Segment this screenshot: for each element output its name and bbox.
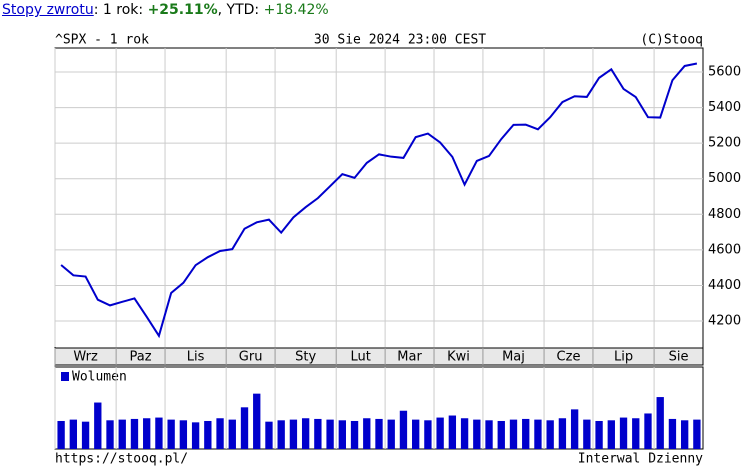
x-tick-label: Maj: [502, 350, 525, 365]
chart-date: 30 Sie 2024 23:00 CEST: [314, 33, 486, 48]
volume-bar: [253, 393, 261, 449]
volume-bar: [399, 410, 408, 449]
x-tick-label: Kwi: [447, 350, 470, 365]
volume-bar: [118, 419, 126, 449]
y-tick-label: 4200: [708, 314, 741, 329]
volume-bar: [204, 420, 212, 449]
y-tick-label: 4600: [708, 242, 741, 257]
volume-bar: [583, 419, 591, 449]
volume-bar: [179, 420, 188, 449]
x-tick-label: Lut: [350, 350, 370, 365]
volume-bar: [473, 419, 481, 449]
volume-bar: [497, 420, 505, 449]
volume-bar: [595, 420, 603, 449]
label-1y: 1 rok:: [102, 2, 144, 18]
volume-bar: [301, 418, 310, 449]
volume-bar: [94, 402, 102, 449]
return-ytd: +18.42%: [263, 2, 329, 18]
volume-legend: Wolumen: [72, 370, 127, 385]
volume-bar: [277, 420, 285, 449]
volume-bar: [191, 422, 200, 449]
x-tick-label: Sty: [295, 350, 316, 365]
label-ytd: YTD:: [226, 2, 260, 18]
x-tick-label: Lis: [187, 350, 205, 365]
volume-bar: [485, 420, 493, 449]
volume-bar: [436, 417, 444, 449]
volume-bar: [668, 418, 677, 449]
source: https://stooq.pl/: [55, 452, 188, 467]
volume-bar: [619, 417, 628, 449]
volume-bar: [143, 418, 151, 449]
volume-bar: [424, 420, 432, 449]
x-tick-label: Cze: [557, 350, 581, 365]
interval: Interwal Dzienny: [578, 452, 703, 467]
return-1y: +25.11%: [147, 2, 218, 18]
volume-legend-swatch: [61, 372, 69, 381]
x-tick-label: Gru: [239, 350, 263, 365]
volume-bar: [656, 397, 664, 449]
x-tick-label: Mar: [397, 350, 422, 365]
volume-bar: [350, 420, 359, 449]
returns-bar: Stopy zwrotu: 1 rok: +25.11%, YTD: +18.4…: [2, 2, 329, 18]
volume-bar: [546, 420, 554, 449]
volume-bar: [314, 418, 322, 449]
volume-bar: [607, 420, 615, 449]
chart-title: ^SPX - 1 rok: [55, 33, 149, 48]
volume-bar: [167, 419, 175, 449]
volume-bar: [155, 417, 163, 449]
volume-bar: [228, 419, 236, 449]
y-tick-label: 5200: [708, 136, 741, 151]
volume-bar: [69, 419, 78, 449]
x-tick-label: Lip: [614, 350, 633, 365]
volume-bar: [534, 419, 542, 449]
volume-bar: [57, 420, 65, 449]
x-tick-label: Wrz: [73, 350, 98, 365]
volume-bar: [509, 419, 518, 449]
volume-bar: [265, 421, 273, 449]
volume-bar: [644, 413, 652, 449]
volume-bar: [460, 418, 469, 449]
y-tick-label: 4400: [708, 278, 741, 293]
volume-bar: [130, 418, 139, 449]
volume-bar: [240, 407, 249, 449]
volume-bar: [570, 409, 579, 449]
volume-bar: [338, 420, 346, 449]
x-tick-label: Sie: [669, 350, 689, 365]
x-tick-label: Paz: [130, 350, 152, 365]
volume-bar: [522, 418, 530, 449]
volume-bar: [387, 419, 395, 449]
volume-bar: [289, 419, 298, 449]
credit: (C)Stooq: [640, 33, 703, 48]
y-tick-label: 5400: [708, 100, 741, 115]
volume-bar: [558, 418, 567, 449]
volume-bar: [81, 421, 90, 449]
volume-bar: [216, 418, 224, 449]
volume-bar: [375, 418, 383, 449]
volume-bar: [632, 418, 640, 449]
volume-bar: [363, 418, 371, 449]
x-axis-band: [54, 347, 704, 366]
volume-bar: [412, 419, 420, 449]
price-frame: [54, 47, 704, 366]
volume-bar: [680, 420, 689, 449]
returns-link[interactable]: Stopy zwrotu: [2, 2, 94, 18]
y-tick-label: 5600: [708, 65, 741, 80]
volume-bar: [106, 420, 114, 449]
volume-bar: [448, 415, 457, 449]
volume-bar: [693, 419, 701, 449]
price-line: [60, 62, 698, 339]
y-tick-label: 5000: [708, 171, 741, 186]
y-tick-label: 4800: [708, 207, 741, 222]
volume-bar: [326, 419, 334, 449]
